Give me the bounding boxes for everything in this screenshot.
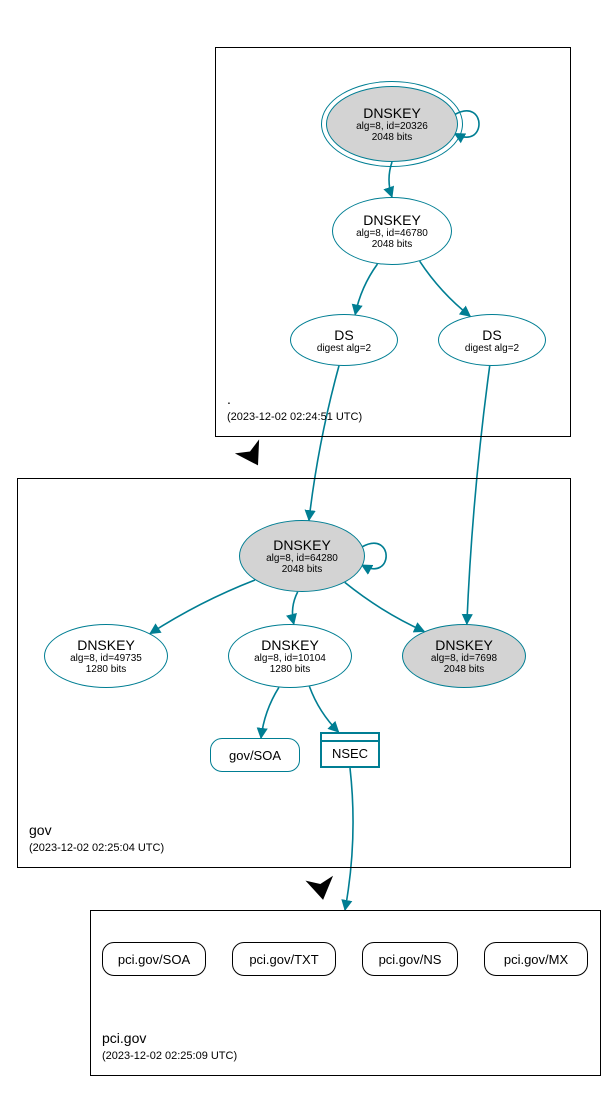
node-title: DS — [482, 327, 501, 343]
zone-gov-timestamp: (2023-12-02 02:25:04 UTC) — [29, 842, 164, 854]
node-label: pci.gov/MX — [504, 952, 568, 967]
node-label: pci.gov/TXT — [249, 952, 318, 967]
zone-root-timestamp: (2023-12-02 02:24:51 UTC) — [227, 411, 362, 423]
node-title: DNSKEY — [363, 212, 421, 228]
dnskey-gov-7698: DNSKEY alg=8, id=7698 2048 bits — [402, 624, 526, 688]
node-line3: 1280 bits — [86, 664, 127, 675]
pci-soa-node: pci.gov/SOA — [102, 942, 206, 976]
node-line3: 2048 bits — [444, 664, 485, 675]
pci-ns-node: pci.gov/NS — [362, 942, 458, 976]
nsec-top-bar — [322, 740, 378, 742]
node-line2: alg=8, id=49735 — [70, 653, 142, 664]
nsec-node: NSEC — [320, 732, 380, 768]
node-title: DS — [334, 327, 353, 343]
node-line2: alg=8, id=64280 — [266, 553, 338, 564]
node-line3: 2048 bits — [372, 132, 413, 143]
node-line3: 2048 bits — [372, 239, 413, 250]
zone-pci-label: pci.gov — [102, 1030, 146, 1046]
node-line2: alg=8, id=7698 — [431, 653, 497, 664]
dnskey-gov-ksk: DNSKEY alg=8, id=64280 2048 bits — [239, 520, 365, 592]
node-line2: alg=8, id=20326 — [356, 121, 428, 132]
node-title: DNSKEY — [435, 637, 493, 653]
zone-root-label: . — [227, 391, 231, 407]
node-line3: 1280 bits — [270, 664, 311, 675]
pci-txt-node: pci.gov/TXT — [232, 942, 336, 976]
dnskey-root-ksk: DNSKEY alg=8, id=20326 2048 bits — [326, 86, 458, 162]
dnskey-gov-49735: DNSKEY alg=8, id=49735 1280 bits — [44, 624, 168, 688]
pci-mx-node: pci.gov/MX — [484, 942, 588, 976]
ds-node-2: DS digest alg=2 — [438, 314, 546, 366]
node-title: DNSKEY — [261, 637, 319, 653]
node-line2: digest alg=2 — [317, 343, 371, 354]
node-label: NSEC — [332, 746, 368, 761]
node-label: pci.gov/SOA — [118, 952, 190, 967]
node-title: DNSKEY — [273, 537, 331, 553]
zone-gov-label: gov — [29, 822, 52, 838]
dnskey-root-zsk: DNSKEY alg=8, id=46780 2048 bits — [332, 197, 452, 265]
node-line2: digest alg=2 — [465, 343, 519, 354]
node-line2: alg=8, id=10104 — [254, 653, 326, 664]
node-title: DNSKEY — [77, 637, 135, 653]
zone-pci-timestamp: (2023-12-02 02:25:09 UTC) — [102, 1050, 237, 1062]
node-title: DNSKEY — [363, 105, 421, 121]
node-label: gov/SOA — [229, 748, 281, 763]
node-line3: 2048 bits — [282, 564, 323, 575]
gov-soa-node: gov/SOA — [210, 738, 300, 772]
node-line2: alg=8, id=46780 — [356, 228, 428, 239]
node-label: pci.gov/NS — [379, 952, 442, 967]
ds-node-1: DS digest alg=2 — [290, 314, 398, 366]
dnskey-gov-10104: DNSKEY alg=8, id=10104 1280 bits — [228, 624, 352, 688]
